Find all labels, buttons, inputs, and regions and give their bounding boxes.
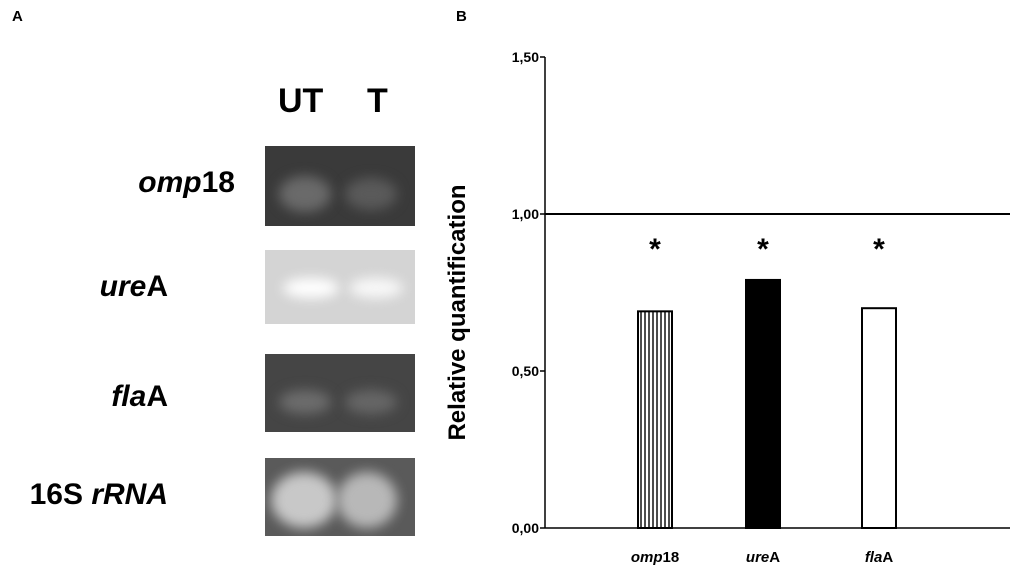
gene-label-ureA-plain: A (146, 270, 168, 303)
gel-omp18 (265, 146, 415, 226)
gene-label-flaA: flaA (0, 380, 168, 414)
significance-marker: * (757, 233, 769, 266)
panel-b-label: B (456, 8, 467, 25)
gel-16s-rrna (265, 458, 415, 536)
gene-label-16s-italic: rRNA (91, 478, 168, 511)
band-ureA-ut (283, 278, 339, 298)
gene-label-omp18-plain: 18 (201, 166, 235, 199)
category-label: omp18 (631, 549, 679, 566)
band-flaA-ut (279, 390, 331, 414)
gene-label-ureA: ureA (0, 270, 168, 304)
band-16s-ut (271, 472, 337, 528)
band-ureA-t (349, 278, 403, 298)
gene-label-omp18: omp18 (5, 166, 235, 200)
significance-marker: * (873, 233, 885, 266)
bar-flaA (861, 307, 897, 530)
bar-ureA (745, 278, 781, 529)
lane-header-ut: UT (278, 82, 324, 120)
category-label: ureA (746, 549, 780, 566)
y-tick-label: 0,00 (512, 520, 539, 536)
gel-flaA (265, 354, 415, 432)
band-omp18-ut (279, 176, 331, 212)
gene-label-flaA-italic: fla (111, 380, 147, 413)
significance-marker: * (649, 233, 661, 266)
category-label: flaA (865, 549, 894, 566)
panel-a-label: A (12, 8, 23, 25)
y-tick-label: 1,50 (512, 49, 539, 65)
gene-label-16s-plain: 16S (29, 478, 92, 511)
lane-header-t: T (367, 82, 388, 120)
band-omp18-t (345, 178, 397, 210)
gene-label-ureA-italic: ure (99, 270, 147, 303)
y-tick-label: 1,00 (512, 206, 539, 222)
y-axis-title: Relative quantification (444, 184, 471, 440)
band-flaA-t (345, 390, 397, 414)
gel-ureA (265, 250, 415, 324)
bar-omp18 (637, 310, 673, 529)
gene-label-flaA-plain: A (146, 380, 168, 413)
y-tick-label: 0,50 (512, 363, 539, 379)
band-16s-t (337, 472, 397, 528)
gene-label-omp18-italic: omp (138, 166, 202, 199)
gene-label-16s-rrna: 16S rRNA (0, 478, 168, 512)
